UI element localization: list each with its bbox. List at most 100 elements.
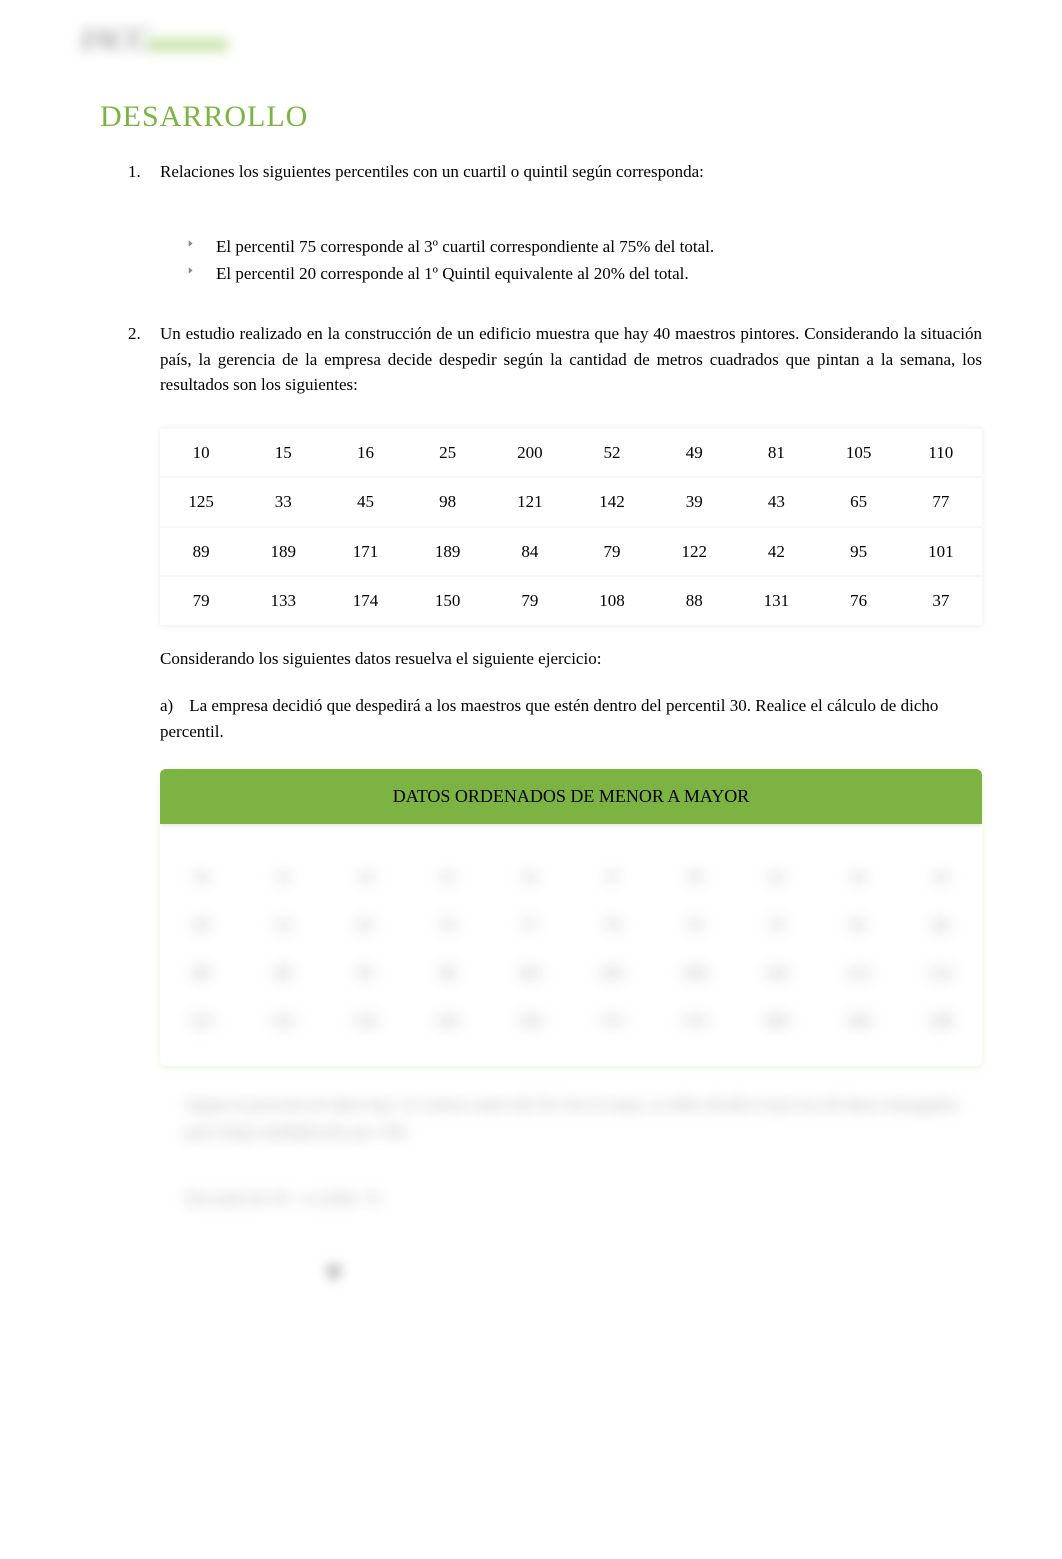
blurred-formula: Percentil de 30 = n (100) / N bbox=[185, 1185, 982, 1212]
sorted-cell: 49 bbox=[160, 902, 242, 950]
q1-bullet-2: El percentil 20 corresponde al 1º Quinti… bbox=[188, 262, 982, 286]
data-cell: 49 bbox=[653, 428, 735, 478]
data-cell: 76 bbox=[818, 576, 900, 626]
sorted-cell: 189 bbox=[735, 998, 817, 1046]
data-cell: 131 bbox=[735, 576, 817, 626]
after-table-text: Considerando los siguientes datos resuel… bbox=[160, 646, 982, 672]
data-row: 8918917118984791224295101 bbox=[160, 527, 982, 577]
sorted-cell: 79 bbox=[653, 902, 735, 950]
sorted-cell: 142 bbox=[407, 998, 489, 1046]
sorted-cell: 88 bbox=[160, 950, 242, 998]
sorted-cell: 150 bbox=[489, 998, 571, 1046]
sorted-cell: 81 bbox=[818, 902, 900, 950]
data-cell: 125 bbox=[160, 477, 242, 527]
data-cell: 105 bbox=[818, 428, 900, 478]
arrow-down-icon: ▼ bbox=[320, 1253, 982, 1295]
data-cell: 174 bbox=[324, 576, 406, 626]
data-cell: 25 bbox=[407, 428, 489, 478]
sorted-cell: 43 bbox=[818, 854, 900, 902]
sorted-row: 88899598101105108110121122 bbox=[160, 950, 982, 998]
data-cell: 121 bbox=[489, 477, 571, 527]
data-cell: 108 bbox=[571, 576, 653, 626]
sorted-cell: 16 bbox=[324, 854, 406, 902]
sorted-cell: 39 bbox=[653, 854, 735, 902]
data-cell: 79 bbox=[489, 576, 571, 626]
data-cell: 65 bbox=[818, 477, 900, 527]
sorted-cell: 174 bbox=[653, 998, 735, 1046]
data-cell: 33 bbox=[242, 477, 324, 527]
sorted-cell: 84 bbox=[900, 902, 982, 950]
sorted-cell: 200 bbox=[900, 998, 982, 1046]
data-table: 1015162520052498110511012533459812114239… bbox=[160, 428, 982, 626]
blurred-para: Según la posición de datos hay 12 valore… bbox=[185, 1091, 982, 1145]
q1-bullet-1: El percentil 75 corresponde al 3º cuarti… bbox=[188, 235, 982, 259]
sorted-cell: 171 bbox=[571, 998, 653, 1046]
sorted-cell: 133 bbox=[324, 998, 406, 1046]
data-cell: 39 bbox=[653, 477, 735, 527]
sorted-cell: 25 bbox=[407, 854, 489, 902]
data-cell: 16 bbox=[324, 428, 406, 478]
data-cell: 95 bbox=[818, 527, 900, 577]
sorted-cell: 101 bbox=[489, 950, 571, 998]
data-cell: 15 bbox=[242, 428, 324, 478]
sorted-cell: 110 bbox=[735, 950, 817, 998]
data-cell: 43 bbox=[735, 477, 817, 527]
sorted-row: 49526576777979798184 bbox=[160, 902, 982, 950]
blurred-explanation: Según la posición de datos hay 12 valore… bbox=[185, 1091, 982, 1213]
sorted-table-wrap: DATOS ORDENADOS DE MENOR A MAYOR 1015162… bbox=[160, 769, 982, 1066]
data-cell: 98 bbox=[407, 477, 489, 527]
sorted-cell: 95 bbox=[324, 950, 406, 998]
sorted-cell: 52 bbox=[242, 902, 324, 950]
sorted-row: 10151625333739424345 bbox=[160, 854, 982, 902]
q2-prompt: Un estudio realizado en la construcción … bbox=[160, 321, 982, 398]
content-area: Relaciones los siguientes percentiles co… bbox=[125, 159, 982, 1295]
part-a: a) La empresa decidió que despedirá a lo… bbox=[160, 693, 982, 744]
logo: IACC bbox=[80, 20, 280, 80]
sorted-cell: 15 bbox=[242, 854, 324, 902]
question-list: Relaciones los siguientes percentiles co… bbox=[145, 159, 982, 1295]
part-a-text: La empresa decidió que despedirá a los m… bbox=[160, 696, 938, 741]
sorted-cell: 79 bbox=[735, 902, 817, 950]
data-cell: 133 bbox=[242, 576, 324, 626]
sorted-cell: 89 bbox=[242, 950, 324, 998]
sorted-cell: 189 bbox=[818, 998, 900, 1046]
data-cell: 52 bbox=[571, 428, 653, 478]
data-cell: 150 bbox=[407, 576, 489, 626]
sorted-cell: 98 bbox=[407, 950, 489, 998]
sorted-cell: 108 bbox=[653, 950, 735, 998]
data-cell: 45 bbox=[324, 477, 406, 527]
data-cell: 189 bbox=[407, 527, 489, 577]
sorted-cell: 131 bbox=[242, 998, 324, 1046]
sorted-cell: 45 bbox=[900, 854, 982, 902]
data-cell: 189 bbox=[242, 527, 324, 577]
sorted-cell: 125 bbox=[160, 998, 242, 1046]
sorted-cell: 121 bbox=[818, 950, 900, 998]
sorted-cell: 10 bbox=[160, 854, 242, 902]
data-cell: 89 bbox=[160, 527, 242, 577]
sorted-cell: 65 bbox=[324, 902, 406, 950]
sorted-cell: 76 bbox=[407, 902, 489, 950]
sorted-cell: 105 bbox=[571, 950, 653, 998]
question-2: Un estudio realizado en la construcción … bbox=[145, 321, 982, 1295]
data-row: 7913317415079108881317637 bbox=[160, 576, 982, 626]
page-title: DESARROLLO bbox=[100, 100, 982, 134]
question-1: Relaciones los siguientes percentiles co… bbox=[145, 159, 982, 286]
q1-prompt: Relaciones los siguientes percentiles co… bbox=[160, 162, 704, 181]
data-cell: 42 bbox=[735, 527, 817, 577]
logo-text: IACC bbox=[80, 20, 148, 56]
data-row: 12533459812114239436577 bbox=[160, 477, 982, 527]
data-cell: 79 bbox=[571, 527, 653, 577]
q1-bullets: El percentil 75 corresponde al 3º cuarti… bbox=[188, 235, 982, 287]
data-cell: 110 bbox=[900, 428, 982, 478]
sorted-cell: 79 bbox=[571, 902, 653, 950]
sorted-row: 125131133142150171174189189200 bbox=[160, 998, 982, 1046]
data-cell: 122 bbox=[653, 527, 735, 577]
sorted-cell: 77 bbox=[489, 902, 571, 950]
sorted-cell: 37 bbox=[571, 854, 653, 902]
data-cell: 142 bbox=[571, 477, 653, 527]
sorted-cell: 122 bbox=[900, 950, 982, 998]
data-cell: 84 bbox=[489, 527, 571, 577]
data-cell: 79 bbox=[160, 576, 242, 626]
data-cell: 101 bbox=[900, 527, 982, 577]
data-cell: 10 bbox=[160, 428, 242, 478]
